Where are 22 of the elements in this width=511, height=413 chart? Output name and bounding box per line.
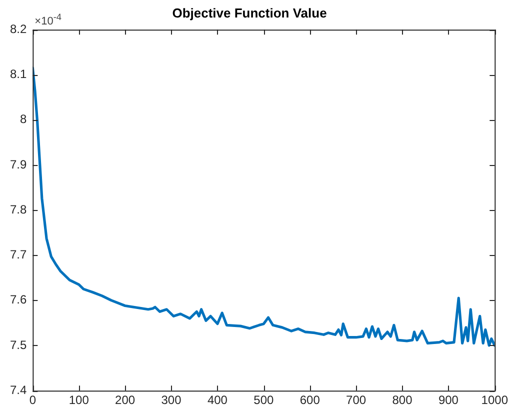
x-tick-label: 1000 [481,393,508,408]
y-tick-label: 7.8 [10,202,27,216]
x-tick-label: 700 [346,393,366,408]
x-tick-label: 0 [29,393,36,408]
x-tick-label: 300 [161,393,182,408]
y-tick-label: 7.5 [10,338,27,352]
x-tick-label: 500 [254,393,274,408]
x-tick-label: 400 [207,393,228,408]
x-tick-label: 800 [392,393,413,408]
y-tick-label: 7.9 [10,157,27,172]
x-tick-label: 600 [300,393,320,408]
y-tick-label: 7.6 [10,292,27,307]
y-tick-label: 7.7 [10,248,27,262]
y-tick-label: 8.1 [10,67,27,82]
y-tick-label: 8.2 [10,22,27,36]
x-tick-label: 900 [438,393,459,408]
x-tick-label: 100 [68,393,90,408]
text: ×10$^{-4}$ [34,12,62,28]
y-tick-label: 7.4 [10,382,27,397]
x-tick-label: 200 [115,393,136,408]
chart-title: Objective Function Value [172,5,327,20]
y-tick-label: 8 [20,112,27,126]
